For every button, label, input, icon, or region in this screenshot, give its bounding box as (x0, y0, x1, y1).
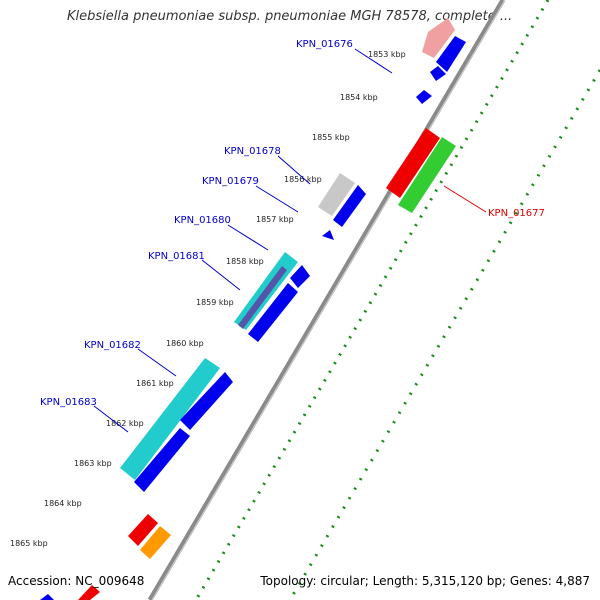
gene-label-leader-line (443, 185, 487, 213)
gene-red[interactable] (386, 128, 440, 198)
kbp-tick-label: 1864 kbp (44, 499, 82, 508)
gene-cyan[interactable] (120, 358, 220, 480)
gene-label[interactable]: KPN_01683 (40, 397, 97, 408)
kbp-tick-label: 1865 kbp (10, 539, 48, 548)
gene-grey[interactable] (318, 173, 355, 216)
gene-label-leader-line (227, 224, 269, 251)
kbp-tick-label: 1858 kbp (226, 257, 264, 266)
gene-blue[interactable] (134, 428, 190, 492)
gene-blue[interactable] (436, 36, 466, 72)
outer-tick-track (194, 0, 550, 600)
gene-blue[interactable] (430, 66, 446, 81)
kbp-tick-label: 1855 kbp (312, 133, 350, 142)
gene-pink[interactable] (422, 18, 455, 58)
gene-label[interactable]: KPN_01682 (84, 340, 141, 351)
accession-text: Accession: NC_009648 (8, 574, 145, 588)
gene-features (40, 18, 466, 600)
gene-blue[interactable] (322, 230, 334, 240)
kbp-tick-label: 1854 kbp (340, 93, 378, 102)
kbp-tick-label: 1859 kbp (196, 298, 234, 307)
gene-blue[interactable] (290, 265, 310, 288)
gene-label[interactable]: KPN_01678 (224, 146, 281, 157)
gene-red[interactable] (128, 514, 158, 546)
gene-blue[interactable] (40, 594, 54, 600)
gene-purple[interactable] (238, 266, 287, 329)
gene-label-leader-line (277, 155, 311, 185)
gene-label[interactable]: KPN_01681 (148, 251, 205, 262)
kbp-tick-label: 1861 kbp (136, 379, 174, 388)
kbp-tick-label: 1857 kbp (256, 215, 294, 224)
backbone-highlight (151, 0, 506, 600)
kbp-tick-label: 1860 kbp (166, 339, 204, 348)
gene-green[interactable] (398, 137, 456, 213)
gene-label-leader-line (201, 259, 241, 291)
gene-label-leader-line (255, 185, 299, 213)
genome-summary-text: Topology: circular; Length: 5,315,120 bp… (260, 574, 590, 588)
gene-label[interactable]: KPN_01679 (202, 176, 259, 187)
kbp-tick-label: 1863 kbp (74, 459, 112, 468)
gene-label[interactable]: KPN_01676 (296, 39, 353, 50)
kbp-tick-label: 1862 kbp (106, 419, 144, 428)
gene-label-leader-line (137, 348, 177, 377)
gene-red[interactable] (78, 585, 100, 600)
gene-label[interactable]: KPN_01677 (488, 208, 545, 219)
gene-label[interactable]: KPN_01680 (174, 215, 231, 226)
kbp-ticks: 1853 kbp 1854 kbp 1855 kbp 1856 kbp 1857 kbp… (10, 50, 406, 548)
gene-blue[interactable] (416, 90, 432, 104)
gene-label-leader-line (354, 48, 393, 74)
gene-labels: KPN_01676 KPN_01677 KPN_01678 KPN_01679 KPN_… (40, 39, 545, 433)
map-title: Klebsiella pneumoniae subsp. pneumoniae … (67, 9, 513, 24)
gene-label-leader-line (93, 405, 129, 433)
kbp-tick-label: 1853 kbp (368, 50, 406, 59)
gene-blue[interactable] (333, 185, 366, 227)
gene-orange[interactable] (140, 526, 171, 559)
gene-blue[interactable] (248, 283, 298, 342)
gene-blue[interactable] (180, 372, 233, 430)
backbone-line (147, 0, 506, 600)
kbp-tick-label: 1856 kbp (284, 175, 322, 184)
